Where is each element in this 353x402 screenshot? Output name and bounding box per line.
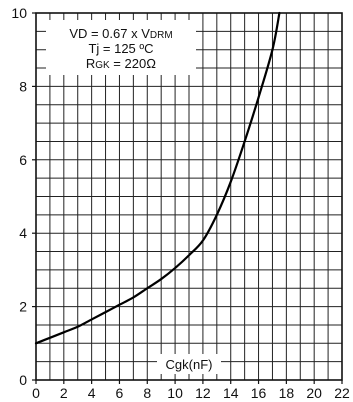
series-line bbox=[34, 11, 281, 345]
x-axis-label: Cgk(nF) bbox=[166, 357, 213, 372]
series-layer bbox=[34, 11, 281, 345]
y-tick-label: 10 bbox=[11, 5, 27, 21]
x-tick-label: 20 bbox=[306, 385, 322, 401]
annotation-line-tj: Tj = 125 ºC bbox=[88, 41, 153, 56]
y-tick-label: 0 bbox=[19, 372, 27, 388]
axes: 0 2 4 6 8 10 0 2 4 6 8 10 12 14 16 18 20 22 bbox=[11, 5, 350, 401]
x-tick-label: 14 bbox=[223, 385, 239, 401]
plot-frame bbox=[35, 12, 343, 381]
x-tick-label: 2 bbox=[60, 385, 68, 401]
x-axis-label-background bbox=[157, 354, 221, 374]
x-tick-label: 6 bbox=[116, 385, 124, 401]
x-axis-label-group: Cgk(nF) bbox=[157, 354, 221, 374]
x-tick-label: 18 bbox=[279, 385, 295, 401]
x-tick-label: 8 bbox=[143, 385, 151, 401]
x-tick-label: 12 bbox=[195, 385, 211, 401]
condition-annotation: VD = 0.67 x VDRM Tj = 125 ºC RGK = 220Ω bbox=[46, 20, 196, 75]
annotation-line-rgk: RGK = 220Ω bbox=[86, 56, 156, 71]
x-tick-label: 0 bbox=[32, 385, 40, 401]
x-tick-label: 16 bbox=[251, 385, 267, 401]
annotation-background bbox=[46, 20, 196, 75]
y-tick-label: 8 bbox=[19, 78, 27, 94]
x-tick-label: 22 bbox=[334, 385, 350, 401]
y-tick-label: 6 bbox=[19, 152, 27, 168]
x-tick-label: 10 bbox=[167, 385, 183, 401]
y-tick-label: 2 bbox=[19, 299, 27, 315]
y-tick-label: 4 bbox=[19, 225, 27, 241]
annotation-line-vd: VD = 0.67 x VDRM bbox=[69, 26, 172, 41]
x-tick-label: 4 bbox=[88, 385, 96, 401]
